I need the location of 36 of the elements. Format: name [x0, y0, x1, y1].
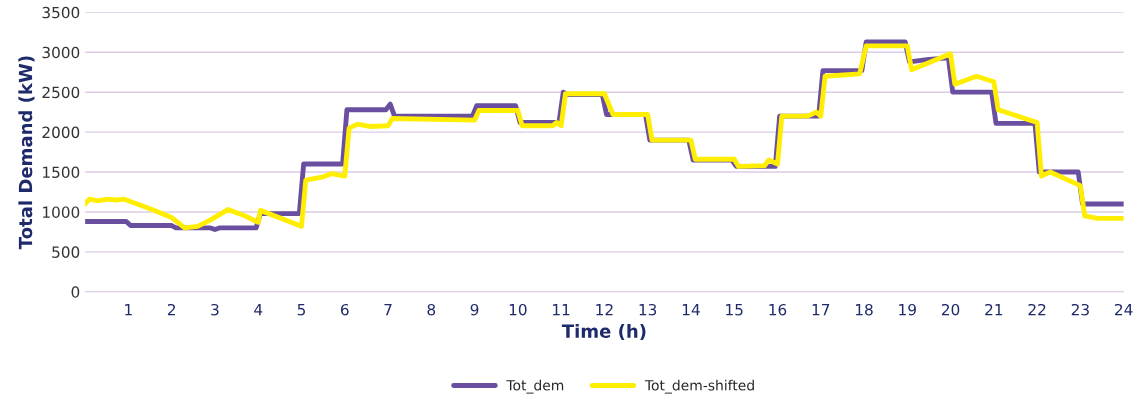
x-tick-label: 20 — [941, 303, 960, 316]
x-tick-label: 13 — [639, 303, 657, 316]
x-tick-label: 2 — [167, 303, 175, 316]
x-tick-label: 16 — [769, 303, 787, 316]
y-tick-label: 2500 — [42, 86, 80, 99]
legend-label: Tot_dem — [506, 379, 564, 394]
x-tick-label: 11 — [553, 304, 570, 316]
x-tick-label: 23 — [1071, 303, 1089, 316]
x-tick-label: 4 — [254, 304, 263, 316]
x-tick-label: 1 — [125, 304, 132, 316]
x-tick-label: 21 — [985, 303, 1003, 316]
x-tick-label: 9 — [470, 303, 479, 316]
x-tick-label: 5 — [297, 304, 306, 316]
x-tick-label: 17 — [812, 304, 830, 316]
x-tick-label: 6 — [340, 303, 349, 316]
y-tick-label: 3500 — [42, 6, 80, 19]
y-axis-title: Total Demand (kW) — [18, 56, 35, 250]
x-tick-label: 19 — [899, 303, 916, 316]
x-tick-label: 22 — [1028, 303, 1046, 316]
y-tick-label: 0 — [71, 286, 80, 298]
x-tick-label: 7 — [384, 304, 392, 316]
y-tick-label: 1000 — [43, 206, 80, 218]
x-tick-label: 3 — [211, 303, 219, 316]
x-tick-label: 12 — [596, 303, 613, 316]
y-tick-label: 500 — [52, 246, 80, 258]
x-axis-title: Time (h) — [561, 323, 646, 341]
y-tick-label: 2000 — [42, 126, 80, 139]
legend-label: Tot_dem-shifted — [644, 379, 754, 394]
x-tick-label: 10 — [509, 303, 527, 316]
y-tick-label: 1500 — [43, 166, 80, 179]
x-tick-label: 8 — [427, 303, 436, 316]
y-tick-label: 3000 — [42, 46, 80, 59]
x-tick-label: 14 — [682, 304, 700, 316]
x-tick-label: 15 — [726, 304, 743, 316]
x-tick-label: 18 — [855, 303, 873, 316]
x-tick-label: 24 — [1115, 303, 1133, 316]
